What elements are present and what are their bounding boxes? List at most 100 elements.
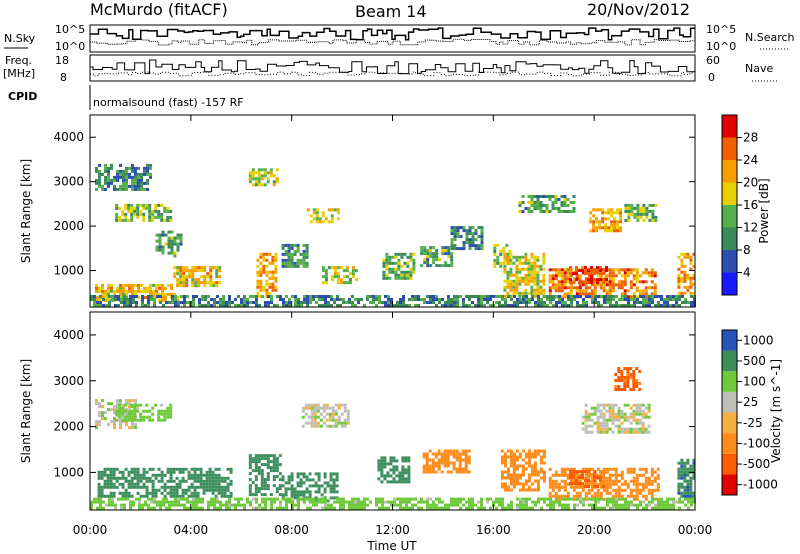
heatmap-cell — [202, 482, 206, 486]
heatmap-cell — [595, 208, 599, 212]
heatmap-cell — [148, 476, 152, 480]
heatmap-cell — [573, 298, 576, 301]
heatmap-cell — [139, 403, 143, 407]
heatmap-cell — [563, 204, 567, 207]
heatmap-cell — [263, 171, 267, 175]
heatmap-cell — [575, 494, 579, 498]
heatmap-cell — [111, 295, 114, 298]
heatmap-cell — [683, 485, 687, 489]
heatmap-cell — [113, 184, 116, 188]
heatmap-cell — [557, 283, 561, 287]
heatmap-cell — [265, 258, 269, 262]
heatmap-cell — [623, 427, 627, 431]
heatmap-cell — [274, 285, 278, 289]
heatmap-cell — [234, 506, 237, 510]
heatmap-cell — [593, 283, 597, 287]
heatmap-cell — [137, 184, 140, 188]
heatmap-cell — [462, 247, 466, 251]
heatmap-cell — [641, 289, 645, 293]
heatmap-cell — [261, 506, 264, 510]
heatmap-cell — [270, 301, 273, 304]
heatmap-cell — [566, 494, 570, 498]
heatmap-cell — [205, 473, 209, 477]
heatmap-cell — [257, 174, 261, 178]
heatmap-cell — [614, 388, 618, 391]
heatmap-cell — [515, 464, 519, 468]
heatmap-cell — [265, 282, 269, 286]
heatmap-cell — [108, 500, 111, 504]
heatmap-cell — [160, 418, 164, 422]
heatmap-cell — [608, 412, 612, 416]
heatmap-cell — [267, 497, 270, 501]
heatmap-cell — [284, 493, 288, 497]
heatmap-cell — [521, 195, 525, 198]
heatmap-cell — [334, 418, 338, 422]
heatmap-cell — [113, 426, 116, 430]
heatmap-cell — [142, 218, 146, 222]
heatmap-cell — [474, 503, 477, 507]
heatmap-cell — [117, 304, 120, 307]
heatmap-cell — [610, 226, 614, 230]
heatmap-cell — [198, 506, 201, 510]
heatmap-cell — [222, 298, 225, 301]
heatmap-cell — [199, 476, 203, 480]
heatmap-cell — [191, 266, 195, 270]
heatmap-cell — [528, 301, 531, 304]
heatmap-cell — [229, 494, 233, 498]
heatmap-cell — [104, 187, 107, 191]
heatmap-cell — [518, 267, 522, 271]
heatmap-cell — [90, 503, 93, 507]
heatmap-cell — [278, 463, 282, 467]
heatmap-cell — [171, 301, 174, 304]
heatmap-cell — [648, 304, 651, 307]
heatmap-cell — [512, 261, 516, 265]
heatmap-cell — [537, 500, 540, 504]
heatmap-cell — [234, 304, 237, 307]
heatmap-cell — [528, 497, 531, 501]
heatmap-cell — [570, 304, 573, 307]
heatmap-cell — [431, 461, 435, 465]
heatmap-cell — [254, 457, 258, 461]
heatmap-cell — [113, 292, 116, 296]
heatmap-cell — [181, 476, 185, 480]
heatmap-cell — [542, 476, 546, 480]
heatmap-cell — [299, 484, 303, 488]
heatmap-cell — [578, 482, 581, 486]
heatmap-cell — [274, 276, 278, 280]
heatmap-cell — [561, 301, 564, 304]
heatmap-cell — [99, 301, 102, 304]
heatmap-cell — [113, 405, 116, 409]
heatmap-cell — [301, 406, 305, 410]
heatmap-cell — [605, 280, 609, 284]
heatmap-cell — [109, 482, 113, 486]
heatmap-cell — [327, 295, 330, 298]
heatmap-cell — [527, 210, 531, 213]
heatmap-cell — [155, 245, 159, 249]
heatmap-cell — [381, 497, 384, 501]
heatmap-cell — [621, 304, 624, 307]
heatmap-cell — [259, 255, 263, 259]
heatmap-cell — [191, 281, 195, 285]
heatmap-cell — [211, 482, 215, 486]
heatmap-cell — [680, 270, 684, 274]
heatmap-cell — [148, 479, 152, 483]
heatmap-cell — [645, 209, 649, 213]
heatmap-cell — [548, 491, 552, 495]
heatmap-cell — [312, 503, 315, 507]
heatmap-cell — [647, 415, 651, 419]
heatmap-cell — [683, 464, 687, 468]
heatmap-cell — [638, 491, 642, 495]
heatmap-cell — [651, 497, 654, 501]
heatmap-cell — [533, 261, 537, 265]
heatmap-cell — [629, 421, 633, 425]
heatmap-cell — [151, 491, 155, 495]
heatmap-cell — [527, 455, 531, 459]
heatmap-cell — [188, 269, 192, 273]
heatmap-cell — [146, 172, 149, 176]
heatmap-cell — [426, 258, 430, 262]
heatmap-cell — [106, 485, 110, 489]
heatmap-cell — [118, 470, 122, 474]
heatmap-cell — [302, 255, 306, 259]
heatmap-cell — [543, 497, 546, 501]
heatmap-cell — [140, 184, 143, 188]
